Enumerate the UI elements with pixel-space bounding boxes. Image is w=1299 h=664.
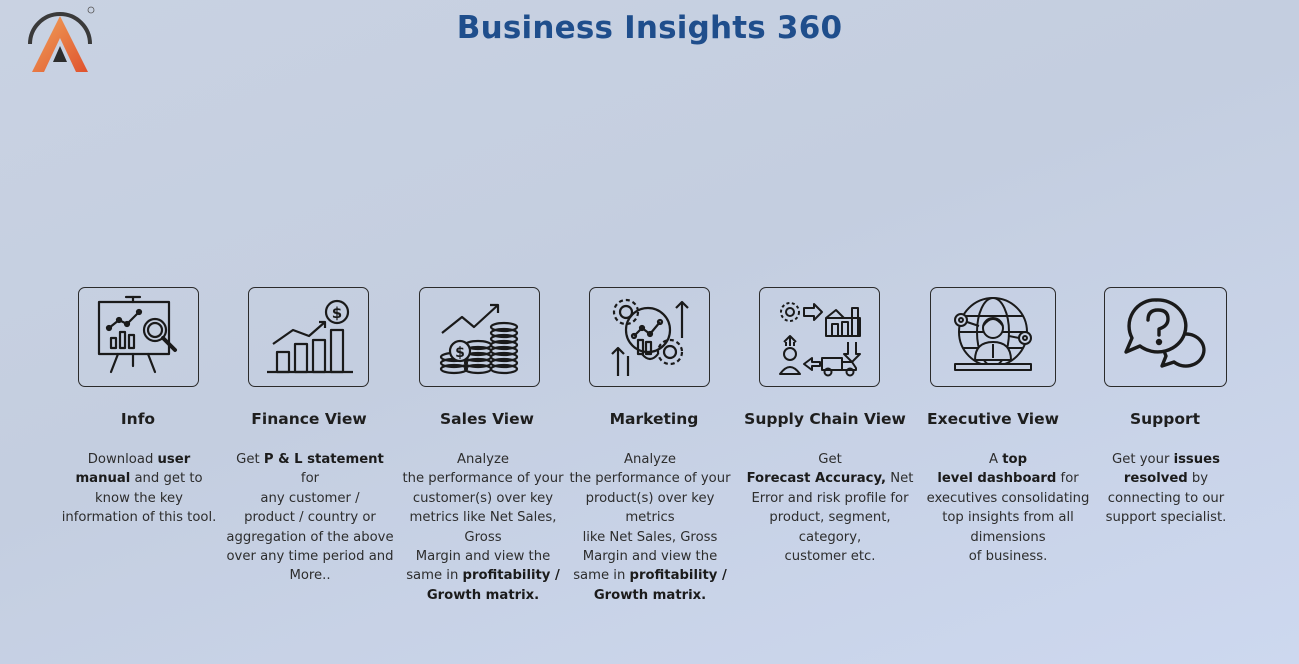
description-text: Get (236, 452, 264, 467)
description-text: More.. (289, 568, 331, 584)
description-text: Download (87, 452, 158, 467)
description-text: Error and risk profile for (751, 490, 909, 506)
description-text: Margin and view the (415, 549, 551, 565)
description-text: aggregation of the above (226, 529, 394, 545)
description-text: Margin and view the (582, 549, 718, 565)
description-text: customer etc. (784, 549, 876, 565)
support-description: Get your issues resolved by connecting to … (1096, 450, 1236, 528)
page-title: Business Insights 360 (456, 10, 843, 46)
svg-text:$: $ (331, 304, 341, 322)
description-text: category, (798, 529, 862, 545)
description-text: for (300, 471, 320, 487)
marketing-description: Analyze the performance of your product(s)… (564, 450, 736, 605)
coins-growth-icon: $ (439, 303, 518, 375)
description-text: connecting to our (1107, 490, 1225, 506)
description-text: manual (75, 471, 131, 487)
executive-globe-icon (954, 297, 1032, 371)
finance-view-title: Finance View (251, 410, 367, 428)
description-text: product, segment, (769, 510, 891, 526)
description-text: same in (406, 568, 463, 584)
description-text: Get (818, 452, 842, 467)
info-title: Info (120, 410, 156, 428)
description-text: Forecast Accuracy, (746, 471, 887, 487)
description-text: user (157, 452, 191, 467)
info-card-button[interactable] (78, 287, 199, 387)
description-text: executives consolidating (926, 490, 1090, 506)
finance-growth-icon: $ (266, 299, 353, 374)
description-text: support specialist. (1105, 510, 1227, 526)
description-text: customer(s) over key (412, 490, 554, 506)
executive-view-description: A top level dashboard for executives conso… (922, 450, 1094, 566)
description-text: issues (1173, 452, 1220, 467)
description-text: Analyze (624, 452, 676, 467)
description-text: Analyze (457, 452, 509, 467)
executive-view-title: Executive View (927, 410, 1059, 428)
presentation-analysis-icon (97, 295, 177, 374)
supply-chain-view-card-button[interactable] (759, 287, 880, 387)
description-text: product(s) over key metrics (585, 490, 715, 526)
support-chat-icon (1123, 298, 1206, 368)
supply-chain-icon (778, 302, 861, 377)
description-text: information of this tool. (61, 510, 217, 526)
description-text: profitability / (462, 568, 560, 584)
marketing-title: Marketing (609, 410, 699, 428)
description-text: top insights from all (942, 510, 1074, 526)
description-text: of business. (968, 549, 1048, 565)
description-text: Growth matrix. (426, 587, 540, 603)
supply-chain-view-description: Get Forecast Accuracy, Net Error and risk … (745, 450, 915, 566)
description-text: level dashboard (937, 471, 1057, 487)
company-logo (28, 6, 95, 72)
supply-chain-view-title: Supply Chain View (744, 410, 906, 428)
description-text: Growth matrix. (593, 587, 707, 603)
description-text: top (1002, 452, 1028, 467)
description-text: P & L statement (263, 452, 384, 467)
description-text: Get your (1112, 452, 1174, 467)
description-text: the performance of your (402, 471, 564, 487)
support-card-button[interactable] (1104, 287, 1227, 387)
description-text: over any time period and (226, 549, 394, 565)
svg-text:$: $ (455, 345, 465, 361)
description-text: any customer / (260, 490, 360, 506)
sales-view-title: Sales View (440, 410, 534, 428)
finance-view-card-button[interactable]: $ (248, 287, 369, 387)
info-description: Download user manual and get to know the k… (59, 450, 219, 528)
support-title: Support (1129, 410, 1201, 428)
description-text: metrics like Net Sales, (409, 510, 557, 526)
sales-view-description: Analyze the performance of your customer(s… (401, 450, 565, 605)
description-text: know the key (95, 490, 183, 506)
description-text: dimensions (970, 529, 1046, 545)
description-text: profitability / (629, 568, 727, 584)
executive-view-card-button[interactable] (930, 287, 1056, 387)
description-text: the performance of your (569, 471, 731, 487)
description-text: Gross (464, 529, 502, 545)
description-text: resolved (1123, 471, 1188, 487)
description-text: for (1056, 471, 1079, 487)
description-text: by (1187, 471, 1209, 487)
marketing-card-button[interactable] (589, 287, 710, 387)
marketing-gears-icon (610, 298, 689, 376)
description-text: and get to (130, 471, 203, 487)
description-text: like Net Sales, Gross (582, 529, 718, 545)
description-text: same in (573, 568, 630, 584)
sales-view-card-button[interactable]: $ (419, 287, 540, 387)
description-text: Net (886, 471, 914, 487)
description-text: product / country or (244, 510, 376, 526)
finance-view-description: Get P & L statement for any customer / pro… (226, 450, 394, 586)
description-text: A (988, 452, 1003, 467)
